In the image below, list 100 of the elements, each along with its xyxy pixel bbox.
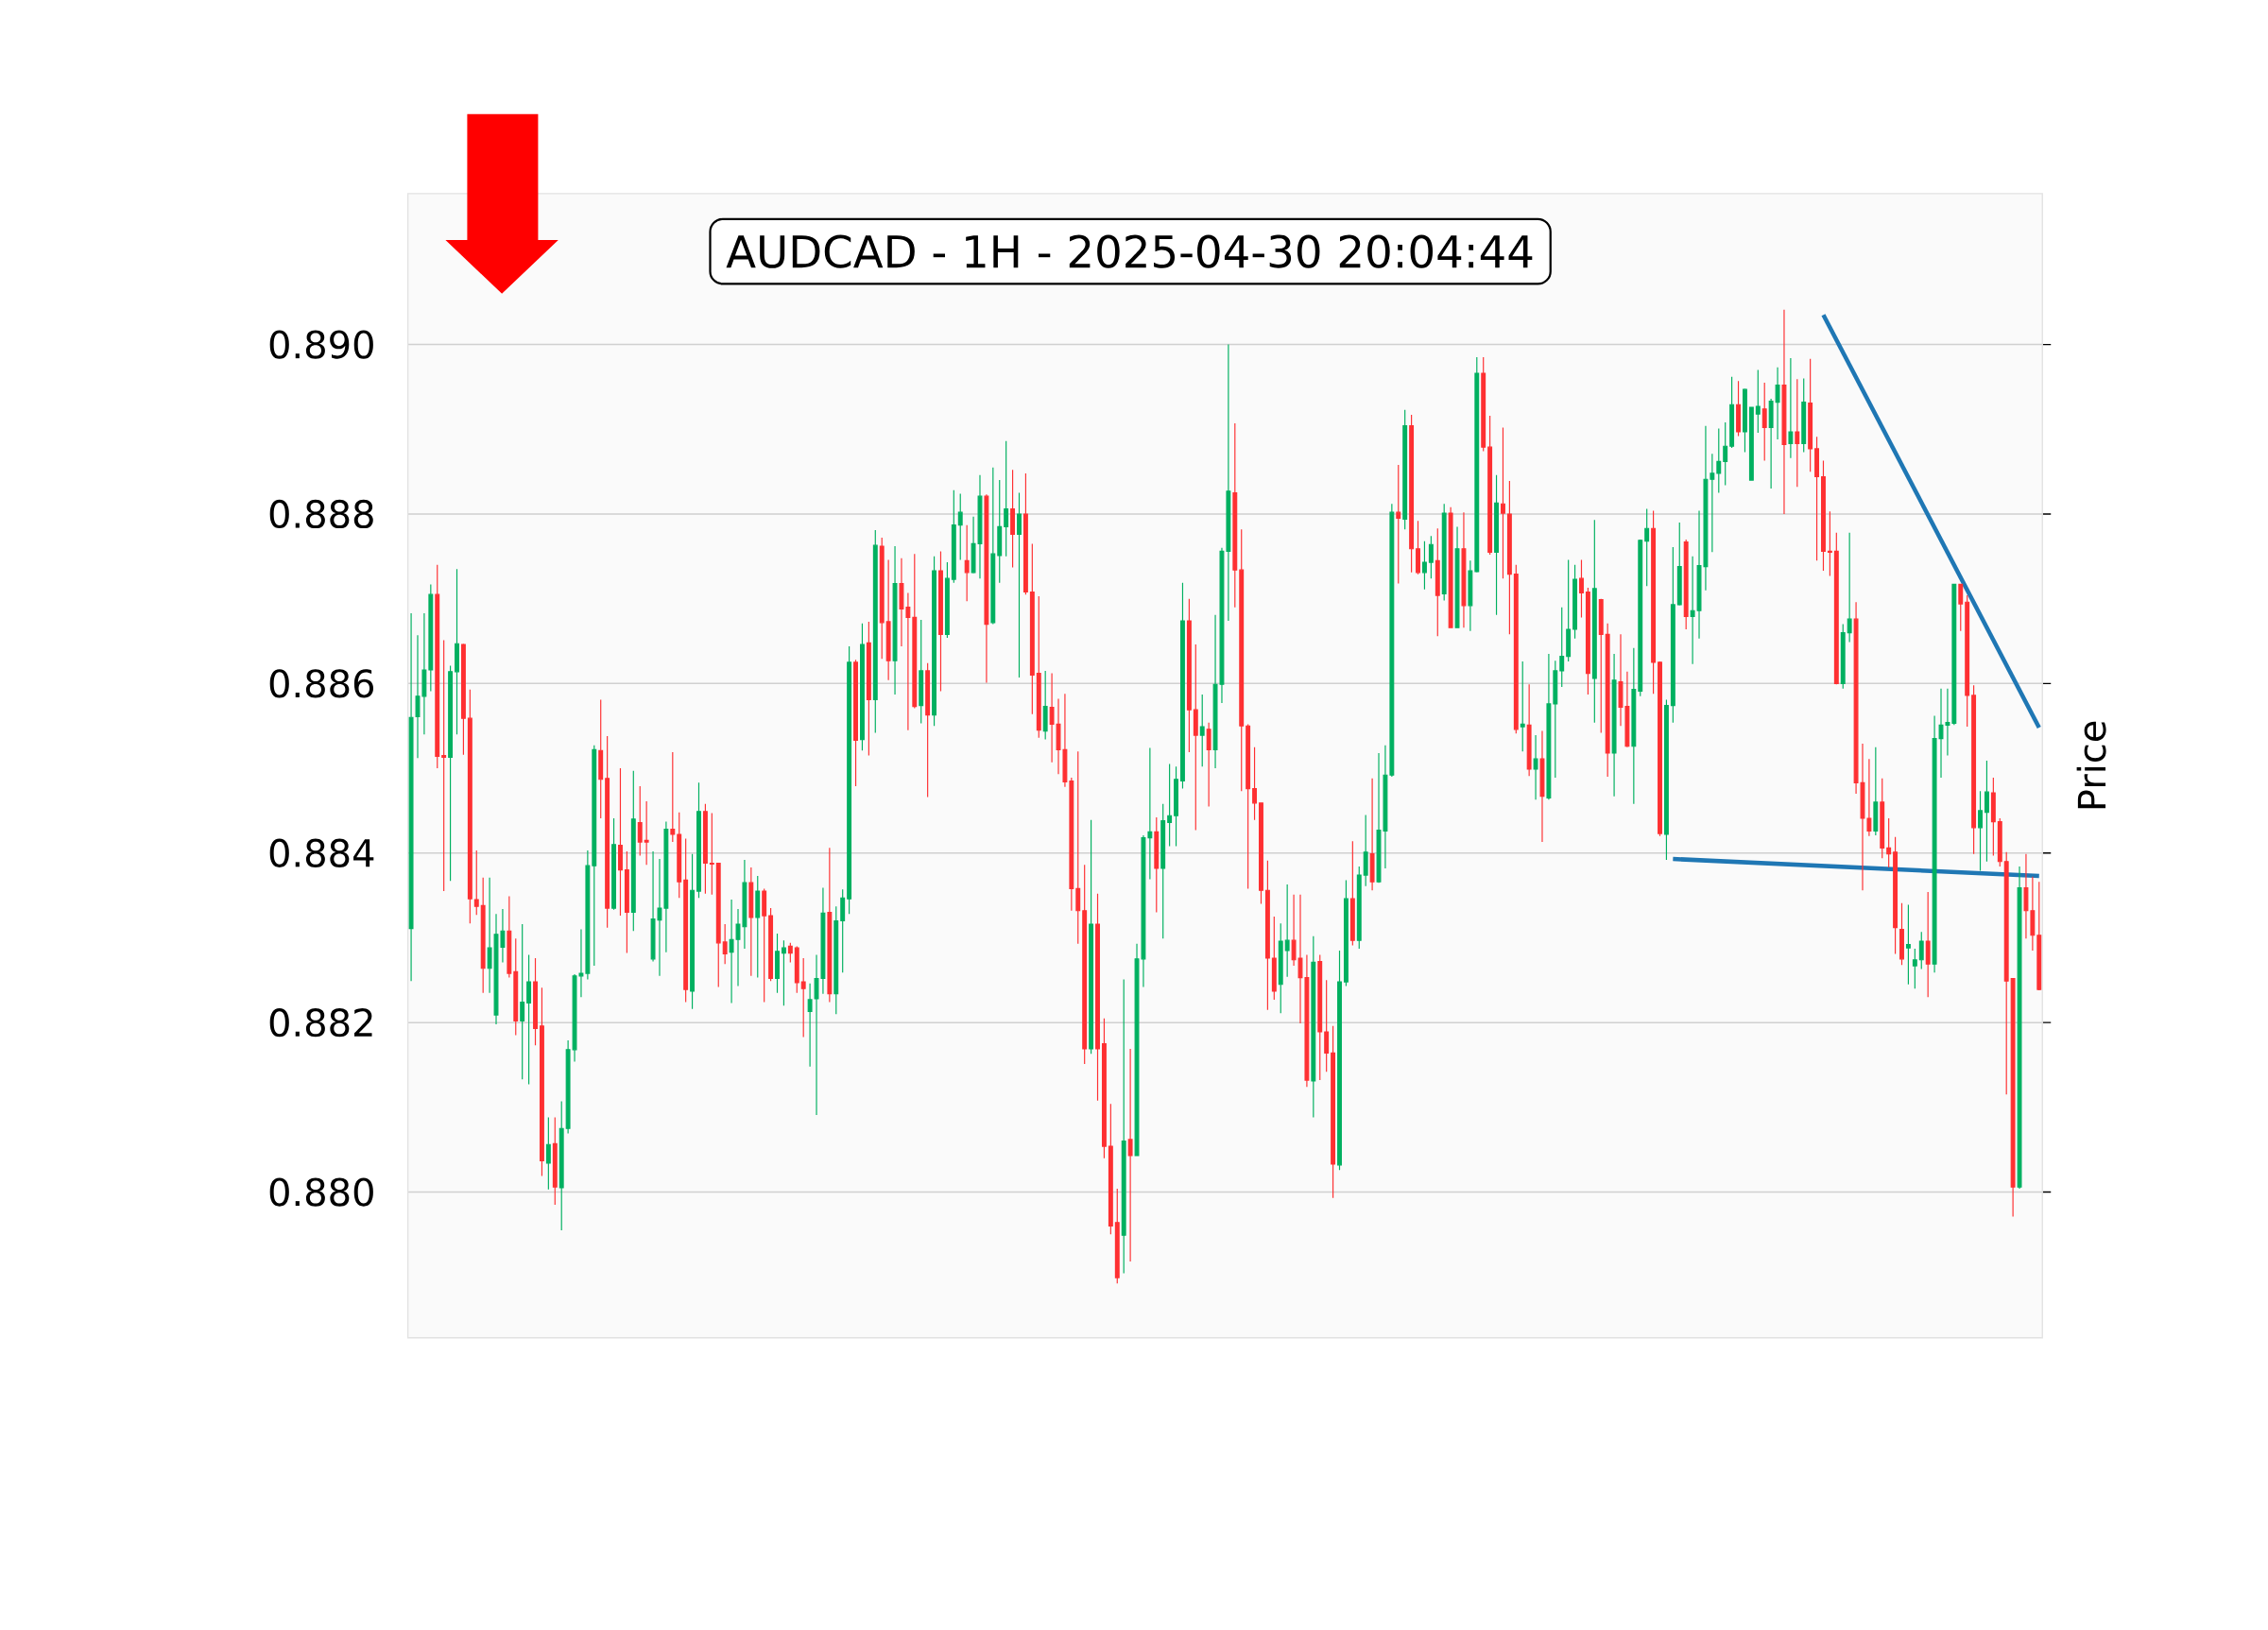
- candlestick: [1311, 935, 1316, 1119]
- candlestick: [1389, 503, 1395, 778]
- candlestick: [624, 850, 629, 954]
- candlestick: [1127, 1048, 1133, 1262]
- candlestick: [800, 957, 806, 1038]
- candlestick: [1768, 398, 1774, 489]
- candlestick: [1873, 746, 1879, 836]
- candlestick: [1154, 816, 1160, 914]
- candlestick: [932, 556, 937, 727]
- candlestick: [1710, 453, 1715, 553]
- candlestick: [715, 862, 721, 988]
- candlestick: [1716, 427, 1722, 494]
- candlestick: [964, 524, 970, 602]
- candlestick: [1114, 1188, 1120, 1284]
- candlestick: [1559, 607, 1565, 688]
- candlestick: [1795, 378, 1800, 488]
- candlestick: [1585, 587, 1590, 695]
- candlestick: [513, 937, 519, 1037]
- candlestick: [1591, 519, 1597, 724]
- candlestick: [1022, 472, 1028, 595]
- candlestick: [1775, 367, 1780, 440]
- candlestick: [455, 568, 459, 735]
- candlestick: [1566, 558, 1572, 662]
- y-tick-label: 0.888: [269, 499, 373, 529]
- candlestick: [1101, 1018, 1107, 1159]
- candlestick: [637, 785, 643, 857]
- candlestick: [925, 662, 931, 798]
- candlestick: [1847, 532, 1852, 643]
- candlestick: [1226, 344, 1231, 622]
- candlestick: [1965, 594, 1970, 728]
- candlestick: [592, 745, 597, 967]
- candlestick: [1010, 469, 1016, 569]
- candlestick: [507, 895, 512, 979]
- candlestick: [630, 770, 636, 932]
- candlestick: [840, 888, 846, 973]
- candlestick: [1036, 595, 1041, 739]
- candlestick: [1631, 647, 1637, 805]
- candlestick: [984, 493, 989, 684]
- candlestick: [847, 645, 852, 915]
- candlestick: [899, 558, 904, 647]
- candlestick: [1918, 931, 1924, 970]
- candlestick: [1598, 598, 1604, 733]
- candlestick: [1553, 660, 1558, 779]
- candlestick: [1880, 778, 1885, 859]
- candlestick: [905, 592, 911, 731]
- candlestick: [473, 849, 479, 916]
- y-tick-label: 0.880: [269, 1177, 373, 1207]
- candlestick: [1978, 790, 1983, 872]
- candlestick: [1958, 583, 1964, 632]
- candlestick: [585, 849, 591, 980]
- candlestick: [1428, 535, 1434, 579]
- candlestick: [545, 1116, 551, 1191]
- candlestick: [1761, 382, 1767, 462]
- candlestick: [990, 467, 996, 626]
- candlestick: [748, 866, 754, 977]
- candlestick: [565, 1039, 571, 1135]
- candlestick: [1409, 414, 1415, 574]
- candlestick: [1971, 684, 1977, 855]
- candlestick: [1259, 802, 1263, 905]
- candlestick: [1579, 558, 1584, 618]
- candlestick: [1723, 421, 1728, 487]
- candlestick: [1441, 503, 1447, 602]
- candlestick: [1108, 1103, 1113, 1235]
- candlestick: [1369, 778, 1375, 891]
- candlestick: [866, 621, 871, 757]
- candlestick: [1533, 734, 1538, 800]
- candlestick: [2036, 881, 2042, 991]
- candlestick: [1089, 819, 1094, 1055]
- candlestick: [1990, 777, 1996, 857]
- candlestick: [533, 957, 538, 1046]
- candlestick: [644, 800, 649, 866]
- candlestick: [957, 492, 963, 560]
- y-tick-label: 0.882: [269, 1008, 372, 1038]
- candlestick: [1572, 564, 1578, 640]
- candlestick: [2010, 977, 2016, 1218]
- candlestick: [1644, 508, 1650, 587]
- candlestick: [520, 923, 525, 1080]
- candlestick: [1271, 916, 1277, 1001]
- candlestick: [1186, 598, 1192, 753]
- text: AUDCAD - 1H - 2025-04-30 20:04:44: [726, 234, 1533, 268]
- candlestick: [683, 837, 689, 1004]
- candlestick: [1331, 1025, 1336, 1199]
- candlestick: [1349, 840, 1355, 947]
- y-tick-label: 0.890: [269, 330, 373, 359]
- candlestick: [1454, 525, 1460, 628]
- candlestick: [690, 853, 696, 1010]
- candlestick: [1912, 948, 1917, 989]
- candlestick: [997, 479, 1003, 584]
- candlestick: [1494, 474, 1499, 616]
- candlestick: [1246, 723, 1251, 889]
- candlestick: [1997, 817, 2002, 867]
- candlestick: [1539, 730, 1545, 843]
- candlestick: [885, 558, 891, 681]
- candlestick: [1402, 409, 1408, 530]
- candlestick: [526, 953, 532, 1086]
- candlestick: [1513, 564, 1519, 734]
- y-axis-title: Price: [2076, 721, 2106, 809]
- candlestick: [762, 887, 767, 1004]
- candlestick: [879, 537, 885, 660]
- candlestick: [1658, 661, 1662, 837]
